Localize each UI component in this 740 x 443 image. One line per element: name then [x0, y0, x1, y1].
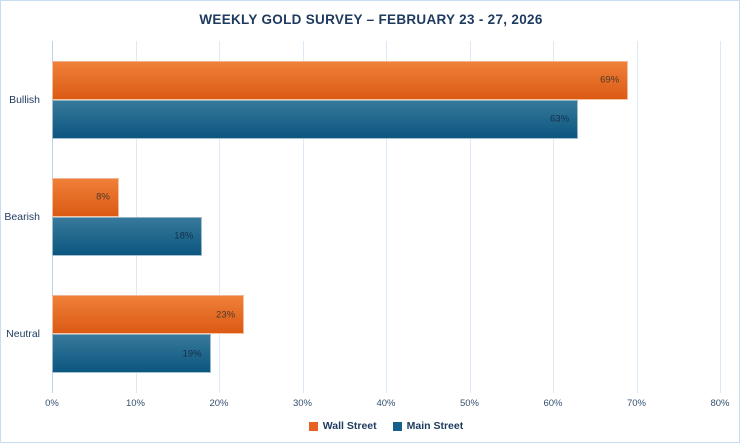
x-tick-label: 80%: [710, 398, 730, 409]
bar-wall-street-bullish: 69%: [52, 60, 629, 100]
category-label-neutral: Neutral: [6, 328, 40, 341]
legend-label: Wall Street: [322, 420, 377, 432]
bar-group-bearish: 8% 18%: [52, 158, 720, 275]
bar-wall-street-neutral: 23%: [52, 295, 245, 335]
x-axis-tick-labels: 0% 10% 20% 30% 40% 50% 60% 70% 80%: [45, 385, 729, 411]
bar-wall-street-bearish: 8%: [52, 177, 119, 217]
legend: Wall Street Main Street: [52, 420, 720, 432]
x-tick-label: 0%: [45, 398, 59, 409]
bar-groups: 69% 63% 8% 18% 23% 19%: [52, 41, 720, 393]
gridline: [219, 41, 220, 393]
x-tick-label: 20%: [209, 398, 229, 409]
x-tick-label: 60%: [543, 398, 563, 409]
x-tick-label: 50%: [459, 398, 480, 409]
gridline: [386, 41, 387, 393]
x-tick-label: 30%: [292, 398, 313, 409]
legend-label: Main Street: [406, 420, 464, 432]
gridline: [469, 41, 471, 393]
x-tick-label: 70%: [626, 398, 647, 409]
legend-swatch-icon: [392, 421, 402, 431]
y-axis-category-labels: Bullish Bearish Neutral: [1, 41, 46, 393]
bar-main-street-neutral: 19%: [52, 334, 211, 374]
bar-value-label: 69%: [600, 74, 620, 86]
bar-group-bullish: 69% 63%: [52, 41, 720, 158]
legend-swatch-icon: [308, 421, 318, 431]
bar-value-label: 8%: [96, 191, 110, 203]
gridline: [636, 41, 638, 393]
category-label-bearish: Bearish: [4, 210, 40, 223]
gridline: [553, 41, 554, 393]
bar-main-street-bullish: 63%: [52, 99, 579, 139]
bar-group-neutral: 23% 19%: [52, 276, 720, 393]
bar-main-street-bearish: 18%: [52, 216, 203, 256]
bar-value-label: 23%: [216, 309, 236, 321]
plot-area: 69% 63% 8% 18% 23% 19%: [52, 41, 721, 393]
legend-item-main-street: Main Street: [392, 420, 464, 432]
bar-value-label: 63%: [550, 113, 570, 125]
x-tick-label: 40%: [376, 398, 396, 409]
legend-item-wall-street: Wall Street: [308, 420, 377, 432]
x-tick-label: 10%: [125, 398, 146, 409]
chart-title: WEEKLY GOLD SURVEY – FEBRUARY 23 - 27, 2…: [199, 12, 543, 27]
gridline: [302, 41, 304, 393]
category-label-bullish: Bullish: [9, 93, 40, 106]
bar-value-label: 18%: [174, 230, 194, 242]
bar-value-label: 19%: [182, 348, 202, 360]
gridline: [720, 41, 721, 393]
